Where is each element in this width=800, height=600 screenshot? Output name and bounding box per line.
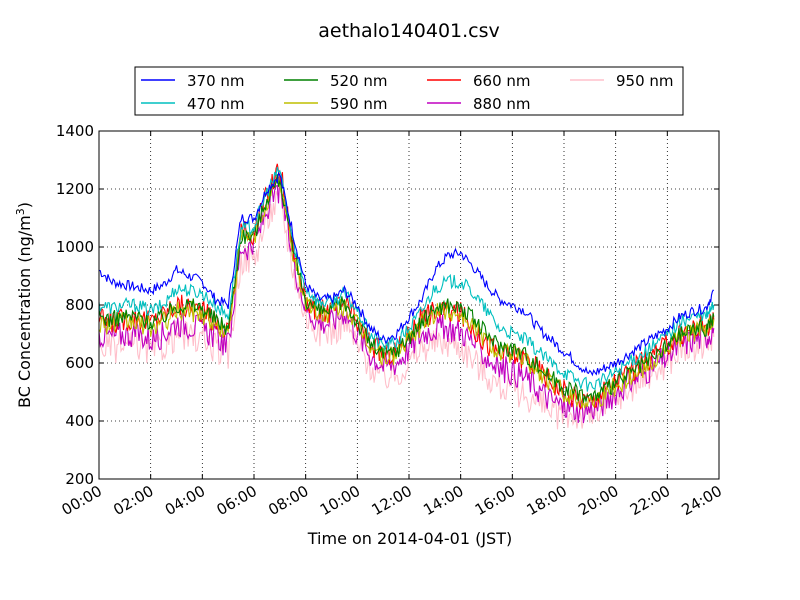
y-axis-label-main: BC Concentration (ng/m xyxy=(15,215,34,408)
x-tick-label: 24:00 xyxy=(679,482,725,519)
y-tick-label: 800 xyxy=(65,296,94,314)
x-tick-label: 06:00 xyxy=(214,482,260,519)
x-tick-label: 04:00 xyxy=(162,482,208,519)
y-tick-label: 200 xyxy=(65,470,94,488)
series-line-470-nm xyxy=(98,166,715,392)
y-tick-label: 1200 xyxy=(56,180,94,198)
y-tick-label: 400 xyxy=(65,412,94,430)
legend-label: 660 nm xyxy=(473,72,531,90)
y-tick-label: 1400 xyxy=(56,122,94,140)
series-line-880-nm xyxy=(98,175,715,424)
y-axis-label: BC Concentration (ng/m3) xyxy=(14,202,35,408)
series-line-370-nm xyxy=(98,171,715,377)
x-tick-label: 18:00 xyxy=(524,482,570,519)
legend: 370 nm 470 nm 520 nm 590 nm 660 nm 880 nm 950 … xyxy=(134,66,684,116)
y-axis-label-end: ) xyxy=(15,202,34,208)
legend-label: 470 nm xyxy=(187,95,245,113)
x-tick-label: 16:00 xyxy=(472,482,518,519)
x-axis-label: Time on 2014-04-01 (JST) xyxy=(307,529,512,548)
series-line-520-nm xyxy=(98,174,715,403)
y-tick-label: 1000 xyxy=(56,238,94,256)
legend-label: 950 nm xyxy=(616,72,674,90)
legend-label: 590 nm xyxy=(330,95,388,113)
x-tick-label: 14:00 xyxy=(420,482,466,519)
legend-label: 520 nm xyxy=(330,72,388,90)
y-axis-label-sup: 3 xyxy=(14,208,27,215)
x-tick-label: 20:00 xyxy=(575,482,621,519)
legend-label: 880 nm xyxy=(473,95,531,113)
series-lines xyxy=(98,163,715,430)
legend-label: 370 nm xyxy=(187,72,245,90)
x-tick-label: 12:00 xyxy=(369,482,415,519)
x-tick-label: 10:00 xyxy=(317,482,363,519)
x-tick-label: 22:00 xyxy=(627,482,673,519)
legend-frame xyxy=(134,66,684,116)
y-tick-label: 600 xyxy=(65,354,94,372)
x-tick-label: 08:00 xyxy=(265,482,311,519)
chart-title: aethalo140401.csv xyxy=(318,20,500,42)
x-tick-label: 02:00 xyxy=(110,482,156,519)
